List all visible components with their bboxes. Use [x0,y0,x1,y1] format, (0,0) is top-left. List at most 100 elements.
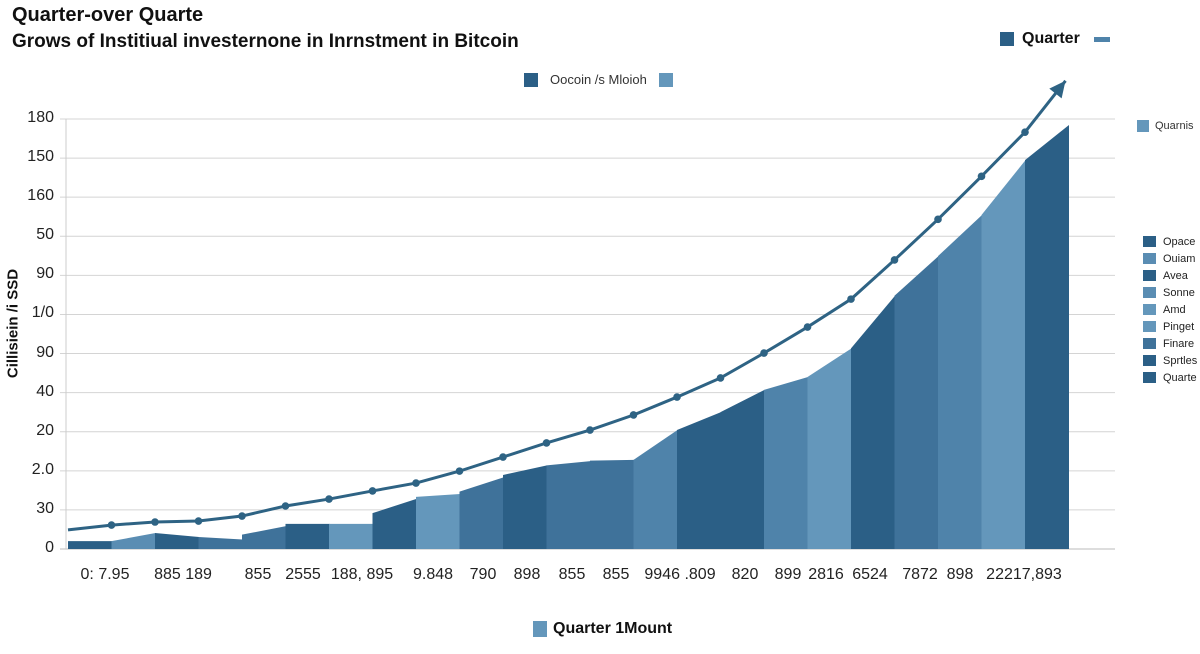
area-column [938,215,982,550]
area-column [503,465,547,549]
y-tick-label: 2.0 [31,460,54,478]
line-point [455,467,464,475]
x-tick-label: 790 [469,566,497,583]
legend-item: Avea [1143,267,1197,284]
legend-swatch [1143,236,1156,247]
area-column [329,523,373,549]
y-tick-label: 180 [27,109,54,126]
area-column [416,494,460,549]
legend-top: Quarter [1000,30,1110,48]
legend-right-list: Opace Ouiam Avea Sonne Amd Pinget Finare Sprtle… [1143,233,1197,386]
line-point [151,518,159,526]
legend-item-label: Amd [1163,303,1186,316]
x-tick-label: 9946 .809 [644,566,716,583]
x-tick-label: 2555 [285,566,321,583]
area-column [807,348,852,549]
line-point [412,479,420,487]
legend-bottom-label: Quarter 1Mount [553,620,673,637]
arrow-head-icon [1049,80,1066,99]
y-tick-label: 40 [36,382,54,400]
y-tick-label: 0 [45,539,54,556]
legend-swatch [1093,36,1110,42]
line-point [194,517,203,525]
y-tick-label: 150 [27,148,54,166]
area-column [68,541,112,549]
legend-item-label: Finare [1163,337,1195,350]
legend-swatch [1143,338,1156,349]
area-column [851,295,895,549]
legend-item-label: Ouiam [1163,252,1196,265]
legend-item-label: Sonne [1163,286,1195,299]
y-tick-label: 1/0 [31,304,54,322]
legend-swatch [1143,270,1156,281]
area-column [155,532,199,549]
line-point [499,453,507,461]
legend-swatch [1143,355,1156,366]
legend-item-label: Quarte [1163,371,1197,384]
area-column [285,523,330,549]
legend-swatch [1143,321,1156,332]
area-column [372,498,417,549]
line-point [238,512,246,520]
legend-middle: Oocoin /s Mloioh [524,72,673,87]
y-tick-label: 50 [36,226,54,244]
chart-title: Quarter-over Quarte [12,4,204,26]
legend-bottom: Quarter 1Mount [533,620,672,638]
x-tick-label: 898 [513,566,541,583]
line-point [281,502,290,510]
legend-item: Amd [1143,301,1197,318]
area-column [981,160,1026,550]
legend-swatch [658,72,673,87]
x-tick-label: 855 [244,566,272,583]
area-column [894,256,939,549]
legend-item: Sonne [1143,284,1197,301]
legend-item: Opace [1143,233,1197,250]
x-tick-label: 855 [558,566,586,583]
x-tick-label: 7872 [902,566,938,583]
area-column [111,532,156,549]
area-column [764,377,808,549]
line-point [716,374,725,382]
legend-item: Pinget [1143,318,1197,335]
line-point [325,495,333,503]
area-column [720,389,765,549]
x-tick-label: 899 [774,566,802,583]
x-tick-label: 820 [731,566,759,583]
y-tick-label: 90 [36,265,54,283]
legend-middle-label: Oocoin /s Mloioh [550,72,647,87]
legend-right-top-label: Quarnis [1155,120,1194,132]
area-column [198,537,243,549]
line-point [107,521,116,529]
area-column [242,526,286,549]
line-point [1021,128,1029,136]
line-point [673,393,681,401]
legend-item-label: Avea [1163,269,1188,282]
y-tick-label: 20 [36,421,54,439]
y-tick-label: 90 [36,343,54,361]
line-point [803,323,812,331]
legend-swatch [1143,304,1156,315]
area-column [677,412,721,549]
line-point [542,439,551,447]
area-column [633,430,678,549]
legend-swatch [1143,372,1156,383]
legend-swatch [524,72,538,87]
legend-item: Quarte [1143,369,1197,386]
line-point [760,349,768,357]
legend-item: Sprtles [1143,352,1197,369]
x-tick-label: 855 [602,566,630,583]
line-series [67,79,1067,532]
legend-swatch [1137,120,1149,132]
line-point [586,426,594,434]
x-tick-label: 0: 7.95 [80,566,130,583]
line-point [629,411,638,419]
chart-subtitle: Grows of Institiual investernone in Inrn… [12,31,519,52]
area-column [546,461,591,549]
area-column [590,459,634,549]
line-point [977,172,986,181]
legend-item-label: Pinget [1163,320,1195,333]
x-tick-label: 9.848 [412,566,454,583]
legend-item-label: Sprtles [1163,354,1198,367]
